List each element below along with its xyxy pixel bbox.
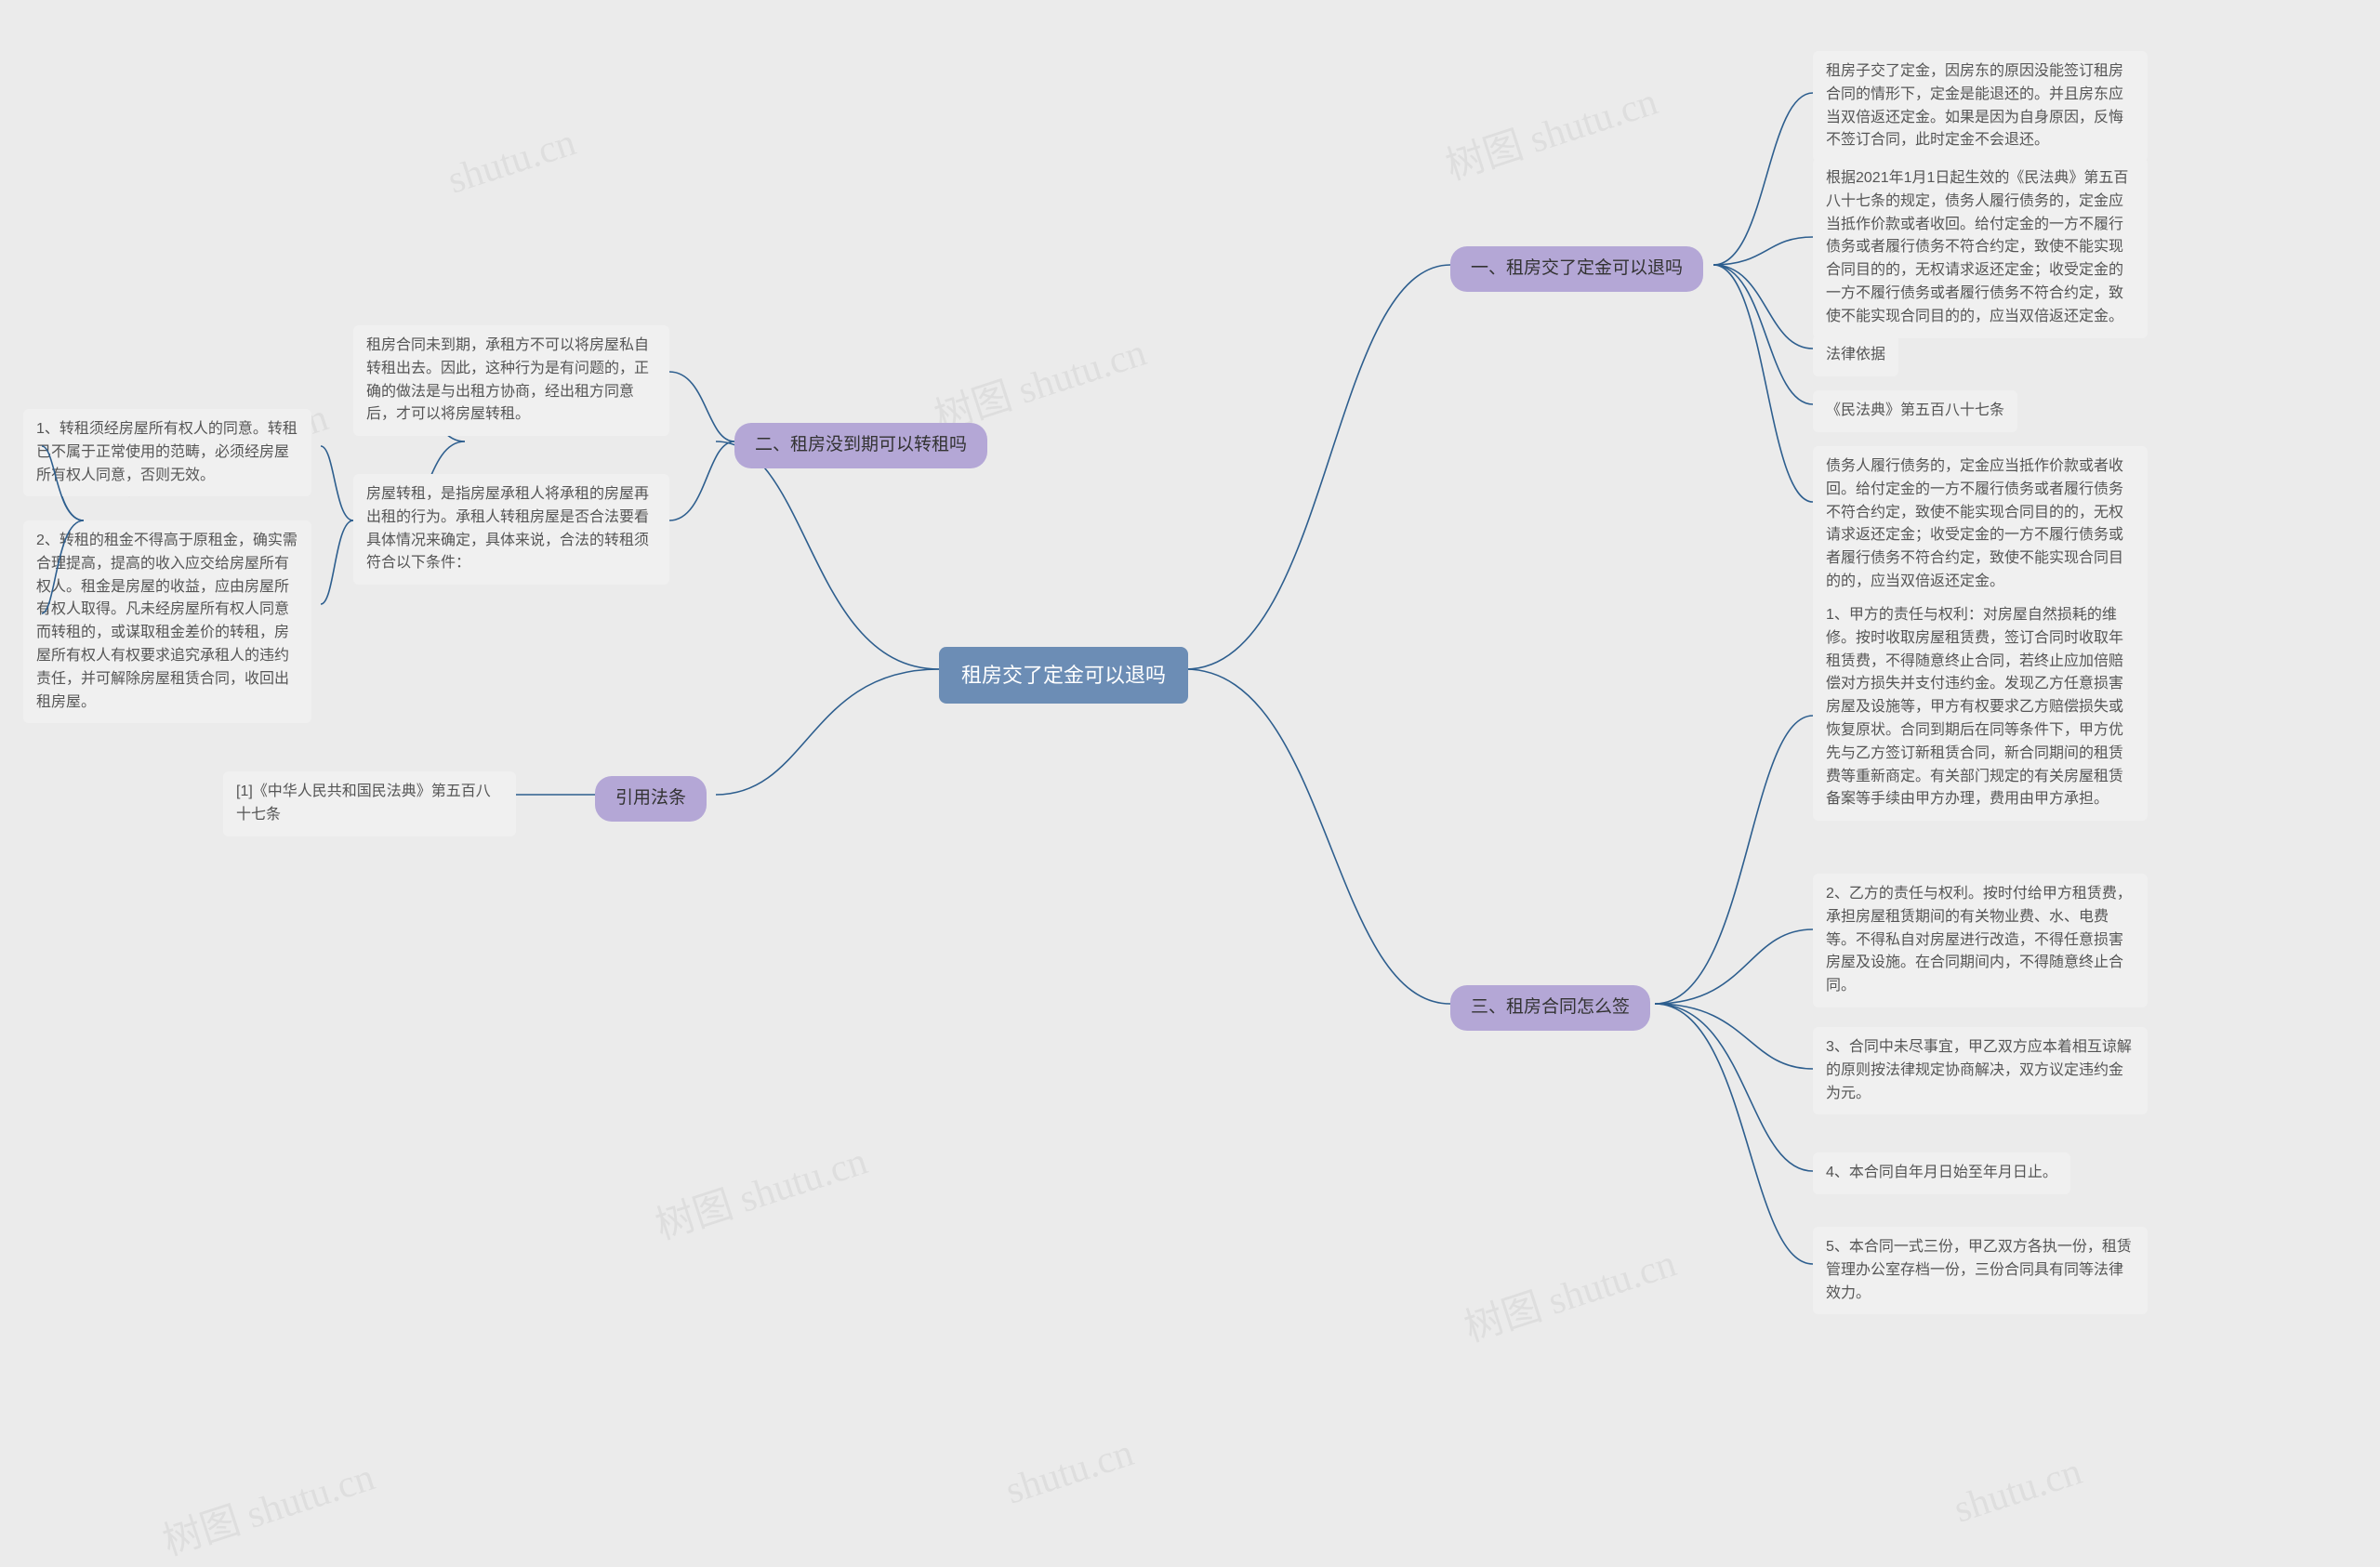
branch-4[interactable]: 引用法条 [595, 776, 707, 822]
branch-3[interactable]: 三、租房合同怎么签 [1450, 985, 1650, 1031]
leaf-b2-2: 房屋转租，是指房屋承租人将承租的房屋再出租的行为。承租人转租房屋是否合法要看具体… [353, 474, 669, 585]
watermark: shutu.cn [1949, 1449, 2087, 1532]
watermark: 树图 shutu.cn [1456, 1231, 1682, 1353]
leaf-b3-4: 4、本合同自年月日始至年月日止。 [1813, 1152, 2070, 1194]
leaf-b3-3: 3、合同中未尽事宜，甲乙双方应本着相互谅解的原则按法律规定协商解决，双方议定违约… [1813, 1027, 2148, 1114]
leaf-b1-1: 租房子交了定金，因房东的原因没能签订租房合同的情形下，定金是能退还的。并且房东应… [1813, 51, 2148, 162]
leaf-b1-4: 《民法典》第五百八十七条 [1813, 390, 2017, 432]
branch-1[interactable]: 一、租房交了定金可以退吗 [1450, 246, 1703, 292]
leaf-b2-1: 租房合同未到期，承租方不可以将房屋私自转租出去。因此，这种行为是有问题的，正确的… [353, 325, 669, 436]
leaf-b3-5: 5、本合同一式三份，甲乙双方各执一份，租赁管理办公室存档一份，三份合同具有同等法… [1813, 1227, 2148, 1314]
watermark: shutu.cn [1000, 1430, 1139, 1513]
leaf-b2-2b-visible: 2、转租的租金不得高于原租金，确实需合理提高，提高的收入应交给房屋所有权人。租金… [23, 520, 311, 723]
leaf-b2-2a-visible: 1、转租须经房屋所有权人的同意。转租已不属于正常使用的范畴，必须经房屋所有权人同… [23, 409, 311, 496]
branch-2[interactable]: 二、租房没到期可以转租吗 [734, 423, 987, 468]
leaf-b3-1: 1、甲方的责任与权利：对房屋自然损耗的维修。按时收取房屋租赁费，签订合同时收取年… [1813, 595, 2148, 821]
leaf-b1-3: 法律依据 [1813, 335, 1898, 376]
root-node[interactable]: 租房交了定金可以退吗 [939, 647, 1188, 704]
watermark: 树图 shutu.cn [1437, 70, 1663, 191]
leaf-b1-5: 债务人履行债务的，定金应当抵作价款或者收回。给付定金的一方不履行债务或者履行债务… [1813, 446, 2148, 603]
watermark: 树图 shutu.cn [647, 1129, 873, 1251]
watermark: 树图 shutu.cn [154, 1445, 380, 1567]
watermark: shutu.cn [443, 120, 581, 203]
leaf-b1-2: 根据2021年1月1日起生效的《民法典》第五百八十七条的规定，债务人履行债务的，… [1813, 158, 2148, 338]
leaf-b4-1: [1]《中华人民共和国民法典》第五百八十七条 [223, 771, 516, 836]
leaf-b3-2: 2、乙方的责任与权利。按时付给甲方租赁费，承担房屋租赁期间的有关物业费、水、电费… [1813, 874, 2148, 1007]
